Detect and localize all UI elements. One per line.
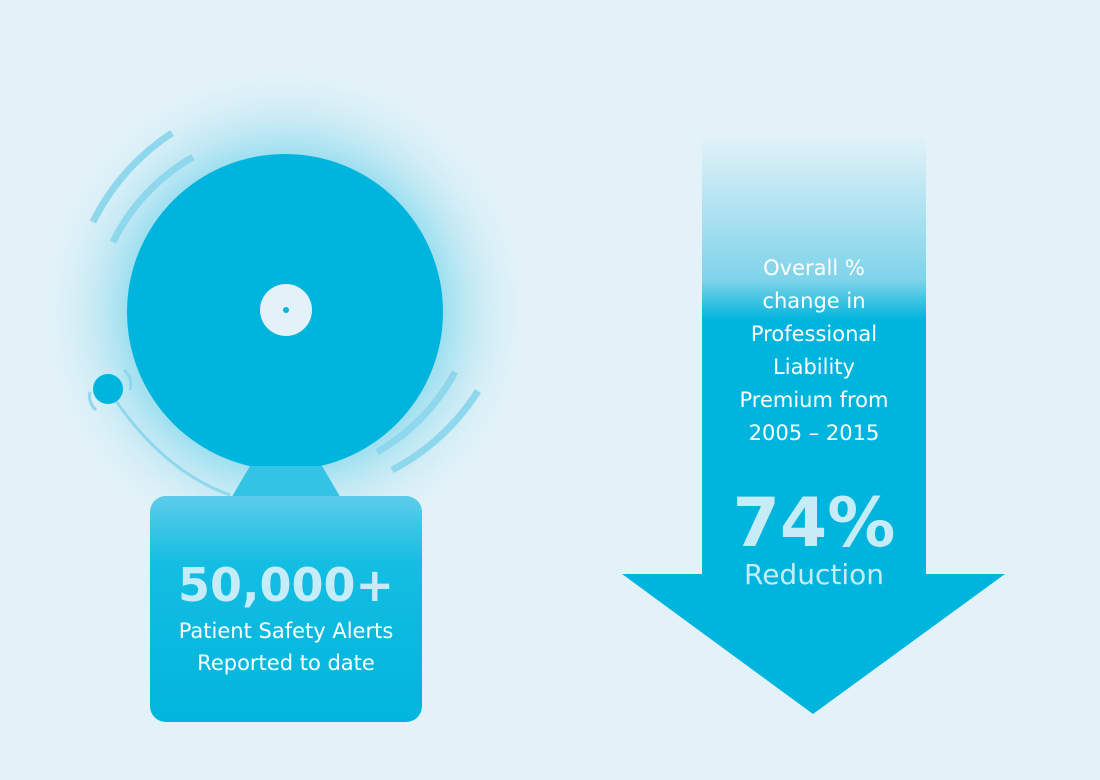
bell-hammer (93, 374, 123, 404)
vibration-ring-inner-top (109, 153, 195, 244)
premium-percent: 74% (732, 484, 896, 563)
vibration-ring-outer-top (89, 130, 174, 224)
alerts-stat: 50,000+ Patient Safety Alerts Reported t… (150, 560, 422, 679)
premium-desc-line5: Premium from (739, 388, 889, 412)
bell-hammer-arm (106, 388, 231, 497)
hammer-ring-right (122, 368, 133, 391)
bell-base (150, 496, 422, 722)
premium-label: Reduction (744, 558, 884, 591)
alerts-caption-line2: Reported to date (197, 650, 375, 675)
premium-desc-line4: Liability (773, 355, 855, 379)
premium-desc-line6: 2005 – 2015 (748, 421, 880, 445)
bell-neck (230, 466, 342, 500)
hammer-ring-left (88, 391, 98, 412)
alerts-value: 50,000+ (177, 558, 395, 612)
alerts-caption-line1: Patient Safety Alerts (178, 618, 394, 643)
premium-desc-line3: Professional (750, 322, 878, 346)
vibration-ring-outer-bottom (390, 389, 481, 474)
premium-desc-line1: Overall % (763, 256, 865, 280)
premium-stat: Overall % change in Professional Liabili… (702, 252, 926, 591)
bell-center-dot (283, 307, 289, 313)
premium-desc-line2: change in (762, 289, 866, 313)
vibration-ring-inner-bottom (375, 370, 459, 456)
arrow-shape (622, 135, 1005, 714)
